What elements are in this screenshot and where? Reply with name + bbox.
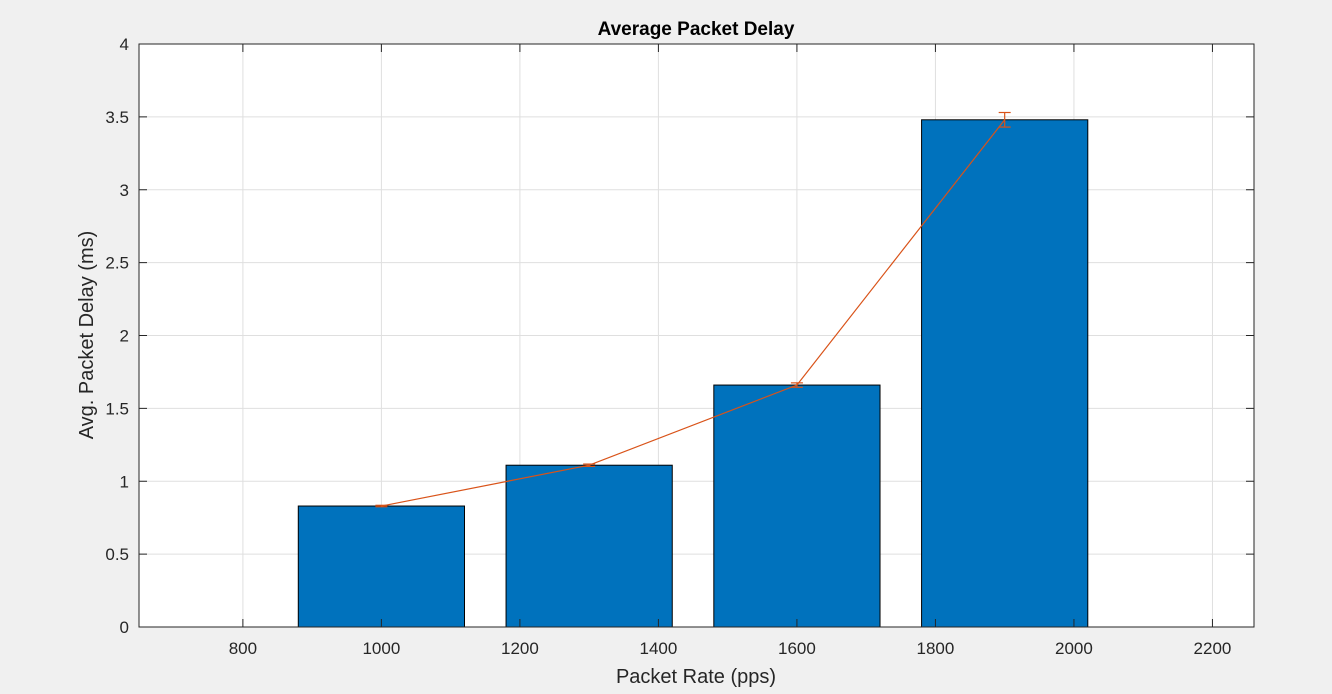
line-series [375, 111, 1011, 508]
y-tick-label: 4 [120, 35, 129, 54]
y-tick-label: 1.5 [105, 399, 129, 418]
y-tick-label: 1 [120, 472, 129, 491]
x-tick-label: 2200 [1194, 639, 1232, 658]
y-tick-label: 2 [120, 327, 129, 346]
x-tick-label: 2000 [1055, 639, 1093, 658]
x-axis-label: Packet Rate (pps) [616, 666, 776, 688]
x-tick-labels: 800 1000 1200 1400 1600 1800 2000 2200 [229, 639, 1232, 658]
bar [505, 464, 673, 628]
x-tick-label: 1800 [917, 639, 955, 658]
y-axis-label: Avg. Packet Delay (ms) [76, 231, 98, 440]
chart-title: Average Packet Delay [598, 19, 795, 40]
y-tick-label: 0.5 [105, 545, 129, 564]
bar [297, 505, 465, 628]
x-tick-label: 1200 [501, 639, 539, 658]
axis-ticks [139, 43, 1254, 628]
y-tick-label: 3 [120, 181, 129, 200]
x-tick-label: 1600 [778, 639, 816, 658]
x-tick-label: 1400 [639, 639, 677, 658]
x-tick-label: 800 [229, 639, 257, 658]
bar-series [297, 119, 1089, 628]
bar [921, 119, 1089, 628]
y-tick-label: 3.5 [105, 108, 129, 127]
y-tick-labels: 0 0.5 1 1.5 2 2.5 3 3.5 4 [105, 35, 129, 637]
x-tick-label: 1000 [362, 639, 400, 658]
bar [713, 384, 881, 628]
y-tick-label: 0 [120, 618, 129, 637]
y-tick-label: 2.5 [105, 254, 129, 273]
delay-line [381, 119, 1006, 507]
